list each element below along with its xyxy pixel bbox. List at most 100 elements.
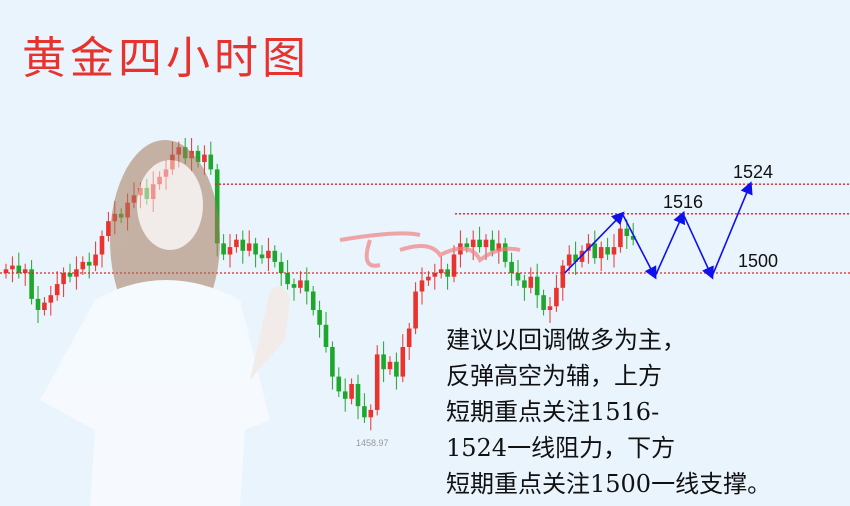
candle xyxy=(240,230,246,264)
candle-body xyxy=(387,361,393,370)
candle-body xyxy=(502,243,508,262)
candle-body xyxy=(285,273,290,285)
candle xyxy=(106,211,111,242)
candle xyxy=(67,263,73,283)
candle-body xyxy=(330,347,335,377)
forecast-arrow xyxy=(564,211,625,274)
analysis-note: 建议以回调做多为主， 反弹高空为辅，上方 短期重点关注1516- 1524一线阻… xyxy=(446,326,772,498)
candle-body xyxy=(54,284,60,296)
candle xyxy=(560,260,566,301)
candle-body xyxy=(86,261,92,266)
candle xyxy=(54,271,60,301)
candle-body xyxy=(368,409,374,418)
candle xyxy=(80,256,86,275)
candle-body xyxy=(451,254,457,277)
candle-body xyxy=(246,243,252,251)
candle-body xyxy=(496,243,502,251)
candle-body xyxy=(509,261,514,273)
candle-body xyxy=(413,291,418,329)
candle-body xyxy=(470,239,476,248)
candle-body xyxy=(438,269,444,273)
candle-body xyxy=(605,247,610,255)
watermark-signature xyxy=(339,231,521,268)
candle xyxy=(285,260,290,290)
candle-body xyxy=(624,228,630,236)
level-label: 1524 xyxy=(733,162,773,182)
candle-body xyxy=(214,169,220,244)
candle-body xyxy=(528,276,534,288)
candle xyxy=(566,245,572,272)
candle xyxy=(266,237,271,272)
candle-body xyxy=(240,239,246,251)
candle-body xyxy=(426,276,431,281)
candle-body xyxy=(80,261,86,270)
candle xyxy=(272,245,278,268)
candle xyxy=(355,374,361,420)
candle-body xyxy=(291,284,297,288)
candle xyxy=(381,341,386,383)
candle-body xyxy=(272,250,278,262)
candle xyxy=(605,237,610,261)
candle-body xyxy=(234,239,239,248)
candle xyxy=(477,226,482,253)
candle xyxy=(496,230,502,264)
candle-body xyxy=(618,228,623,248)
candle-body xyxy=(61,273,66,285)
candle-body xyxy=(10,265,15,270)
candle xyxy=(528,267,534,294)
forecast-arrow xyxy=(682,213,714,280)
candle-body xyxy=(598,247,604,259)
candle xyxy=(234,234,239,253)
candle xyxy=(400,334,406,383)
candle xyxy=(259,245,265,264)
candle xyxy=(394,352,399,390)
candle xyxy=(29,260,34,305)
candle-body xyxy=(35,298,41,310)
candle xyxy=(202,145,207,175)
candle xyxy=(16,252,22,279)
candle-body xyxy=(573,254,578,262)
candle-body xyxy=(592,243,598,259)
candle-body xyxy=(259,254,265,259)
candle xyxy=(387,356,393,375)
candle xyxy=(618,223,623,253)
level-label: 1516 xyxy=(663,192,703,212)
candle-body xyxy=(208,154,214,170)
candle-body xyxy=(566,254,572,266)
forecast-arrow xyxy=(621,213,657,280)
candle xyxy=(534,263,540,309)
candle xyxy=(253,237,258,268)
person-photo xyxy=(40,140,290,506)
candle xyxy=(3,263,9,279)
candle xyxy=(291,278,297,301)
candle xyxy=(515,260,521,286)
candle xyxy=(304,267,310,305)
candle-body xyxy=(342,391,348,399)
candle xyxy=(22,263,28,286)
candle xyxy=(592,230,598,264)
candle-body xyxy=(29,269,34,299)
candle-body xyxy=(611,247,617,255)
candle xyxy=(323,311,329,353)
candle-body xyxy=(253,243,258,255)
candle xyxy=(336,367,342,397)
candle-body xyxy=(477,239,482,248)
candle-body xyxy=(195,150,201,162)
candle-body xyxy=(541,295,546,310)
candle-body xyxy=(16,265,22,273)
candle xyxy=(470,230,476,261)
candle xyxy=(35,285,41,323)
candle xyxy=(438,256,444,279)
candle xyxy=(310,285,316,316)
candle xyxy=(419,267,425,305)
candle-body xyxy=(99,236,105,255)
candle xyxy=(208,141,214,175)
candle-body xyxy=(586,243,591,251)
candle-body xyxy=(394,361,399,377)
candle xyxy=(48,285,54,316)
low-price-label: 1458.97 xyxy=(356,438,389,448)
candle-body xyxy=(317,310,322,325)
candle-body xyxy=(464,243,470,248)
candle xyxy=(93,241,98,272)
